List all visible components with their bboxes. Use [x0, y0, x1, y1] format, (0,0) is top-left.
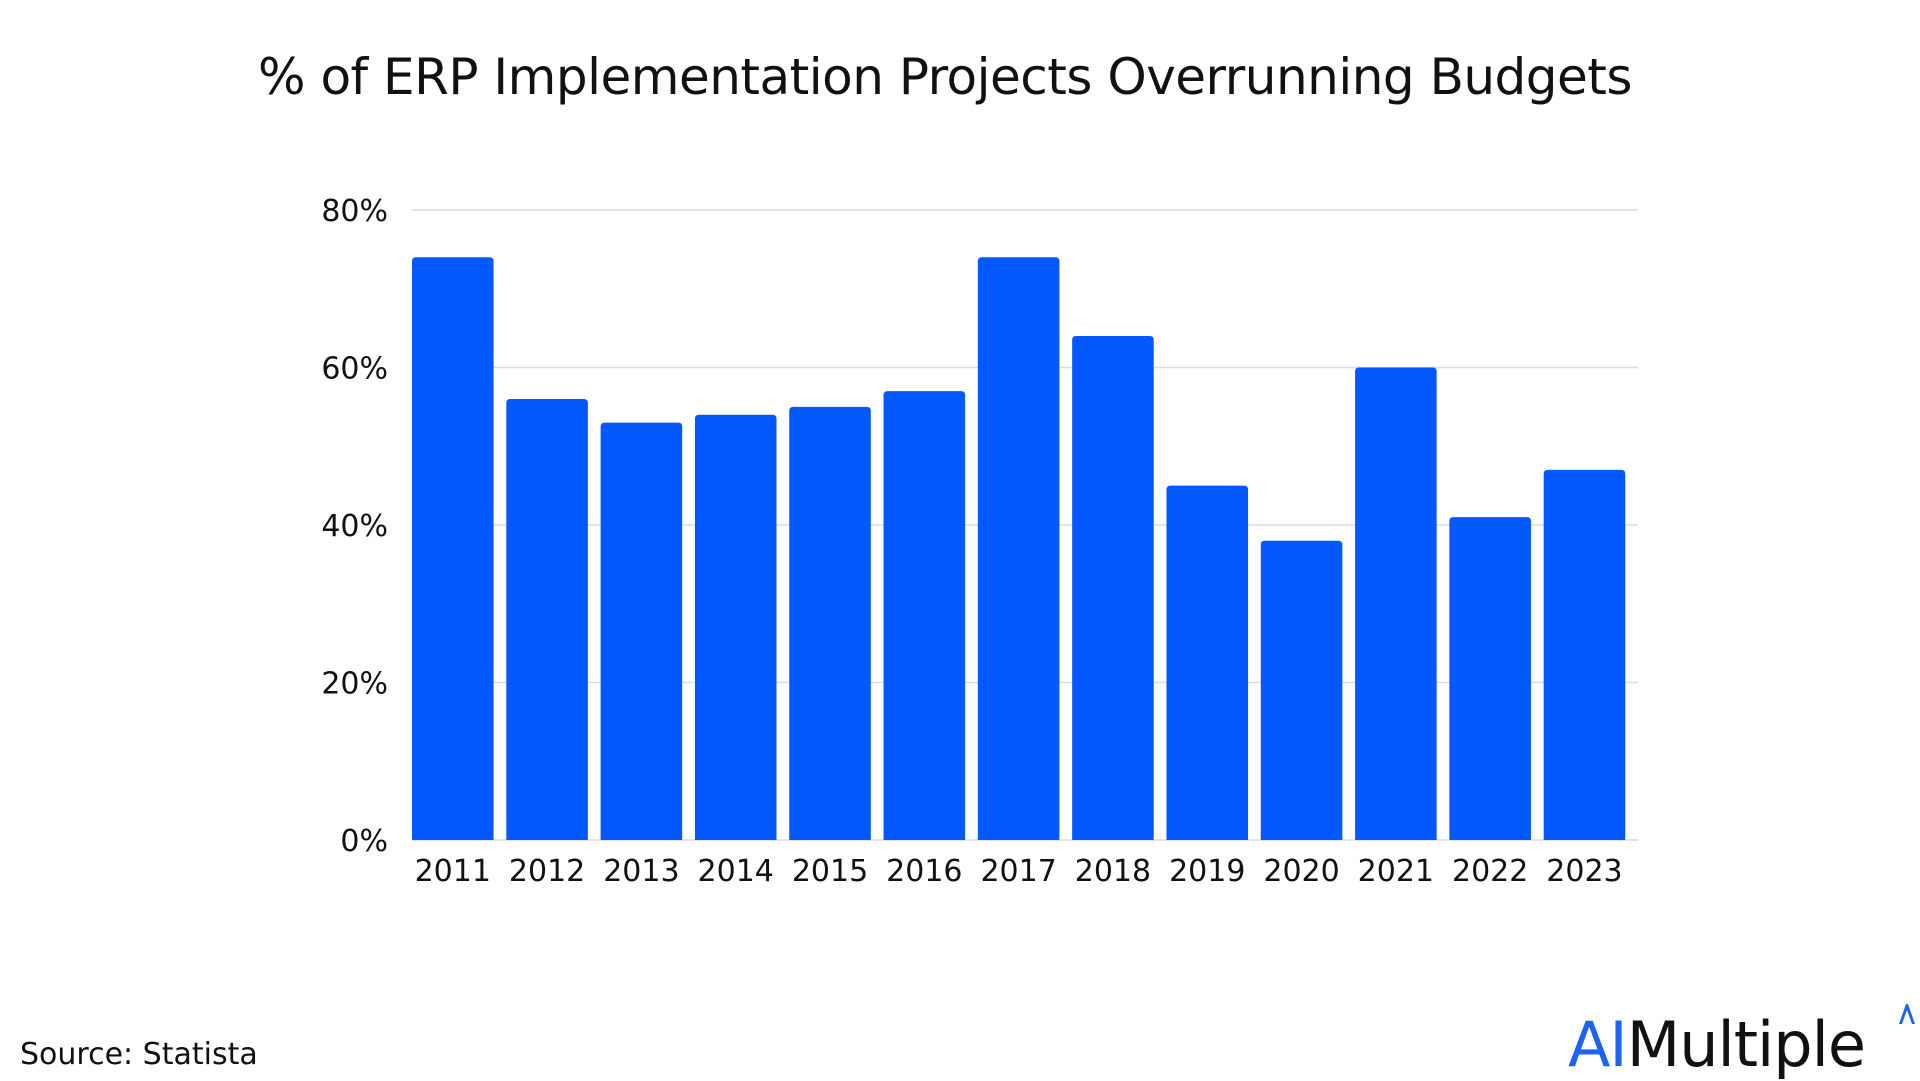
- bar-2016: [883, 391, 966, 840]
- logo-ai-text: AI: [1568, 1008, 1628, 1081]
- x-tick-label: 2016: [886, 854, 962, 889]
- bar-2014: [694, 414, 777, 840]
- y-tick-label: 0%: [340, 824, 388, 859]
- logo-multiple-text: Multiple: [1626, 1008, 1866, 1081]
- bar-2013: [600, 422, 683, 840]
- x-tick-label: 2021: [1358, 854, 1434, 889]
- bar-2019: [1166, 485, 1249, 840]
- x-tick-label: 2022: [1452, 854, 1528, 889]
- x-tick-label: 2023: [1546, 854, 1622, 889]
- x-tick-label: 2014: [698, 854, 774, 889]
- x-tick-label: 2011: [415, 854, 491, 889]
- y-tick-label: 60%: [321, 352, 388, 387]
- y-tick-label: 20%: [321, 667, 388, 702]
- bar-2022: [1449, 517, 1531, 840]
- x-tick-label: 2012: [509, 854, 585, 889]
- y-tick-label: 40%: [321, 509, 388, 544]
- x-tick-label: 2015: [792, 854, 868, 889]
- source-note: Source: Statista: [20, 1037, 258, 1072]
- bar-2021: [1355, 367, 1437, 840]
- bar-2023: [1543, 469, 1626, 840]
- logo-mark-icon: [1899, 1004, 1915, 1024]
- x-tick-label: 2019: [1169, 854, 1245, 889]
- chart-title: % of ERP Implementation Projects Overrun…: [258, 48, 1632, 106]
- bar-2017: [977, 257, 1060, 840]
- bar-2011: [412, 257, 494, 840]
- x-axis-ticks: 2011 2012 2013 2014 2015 2016 2017 2018 2019 2020…: [415, 854, 1623, 889]
- bar-2012: [506, 399, 588, 840]
- x-tick-label: 2020: [1263, 854, 1339, 889]
- y-axis-ticks: 0% 20% 40% 60% 80%: [321, 194, 388, 859]
- bar-2018: [1072, 336, 1154, 840]
- bars: [412, 257, 1626, 840]
- y-tick-label: 80%: [321, 194, 388, 229]
- x-tick-label: 2018: [1075, 854, 1151, 889]
- bar-2015: [789, 406, 871, 840]
- aimultiple-logo: AIMultiple: [1568, 1008, 1866, 1081]
- x-tick-label: 2013: [603, 854, 679, 889]
- x-tick-label: 2017: [980, 854, 1056, 889]
- bar-2020: [1260, 540, 1343, 840]
